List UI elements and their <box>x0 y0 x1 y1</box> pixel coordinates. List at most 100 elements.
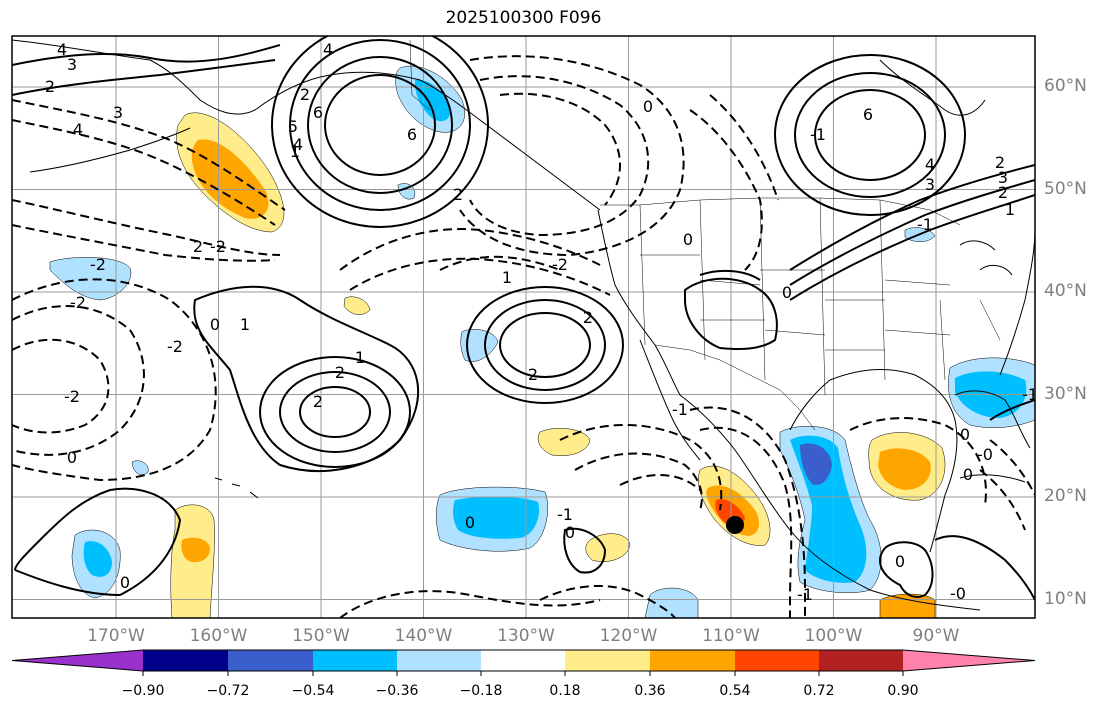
contour-label: 0 <box>960 425 970 444</box>
contour-line-negative <box>689 406 806 618</box>
contour-line-zero <box>934 535 1035 601</box>
positive-anomaly-region <box>181 537 210 563</box>
contour-line-negative <box>349 257 611 296</box>
contour-line-positive <box>699 269 761 281</box>
contour-line-negative <box>459 55 685 257</box>
latitude-label: 50°N <box>1044 178 1087 199</box>
longitude-label: 130°W <box>497 626 555 646</box>
coastline-baja <box>639 339 701 461</box>
contour-label: 4 <box>925 155 935 174</box>
contour-lines-negative <box>12 55 1035 618</box>
negative-anomaly-region <box>131 460 149 475</box>
contour-label: 6 <box>407 125 417 144</box>
contour-line-negative <box>619 474 701 491</box>
longitude-label: 150°W <box>292 626 350 646</box>
border-alaska-canada <box>409 39 431 111</box>
coastline-florida <box>954 390 1031 449</box>
contour-line-positive <box>299 386 371 438</box>
contour-label: -2 <box>70 293 86 312</box>
longitude-label: 90°W <box>912 626 960 646</box>
contour-label: 0 <box>643 97 653 116</box>
contour-line-positive <box>279 371 391 453</box>
colorbar-swatch <box>819 650 903 671</box>
colorbar-swatch <box>313 650 397 671</box>
contour-label: -2 <box>210 237 226 256</box>
contour-line-negative <box>12 99 286 211</box>
contour-label: -2 <box>552 255 568 274</box>
contour-label: -1 <box>672 400 688 419</box>
colorbar-tick-label: 0.18 <box>549 683 581 699</box>
contour-label: 2 <box>583 308 593 327</box>
coastline-gulf <box>789 369 958 553</box>
contour-label: 6 <box>313 103 323 122</box>
latitude-label: 30°N <box>1044 383 1087 404</box>
contour-line-negative <box>559 424 723 511</box>
contour-label: 2 <box>998 183 1008 202</box>
longitude-label: 110°W <box>702 626 760 646</box>
contour-label: 6 <box>863 105 873 124</box>
colorbar-swatch <box>397 650 481 671</box>
negative-anomaly-region <box>83 541 112 577</box>
contour-label: 1 <box>290 142 300 161</box>
colorbar-swatch <box>903 650 1035 671</box>
contour-label: -1 <box>917 215 933 234</box>
contour-label: -0 <box>950 584 966 603</box>
contour-label: 0 <box>963 465 973 484</box>
contour-line-negative <box>469 75 650 237</box>
contour-label: 0 <box>782 283 792 302</box>
contour-label: 2 <box>300 85 310 104</box>
contour-line-positive <box>324 74 436 176</box>
coastline-aleutians <box>29 127 191 173</box>
coastline-cuba <box>959 474 1026 483</box>
colorbar-tick-label: 0.72 <box>803 683 835 699</box>
positive-anomaly-region <box>879 593 936 618</box>
contour-label: 0 <box>120 573 130 592</box>
colorbar-tick-label: −0.90 <box>121 683 165 699</box>
contour-lines <box>12 36 1035 601</box>
contour-label: -2 <box>167 337 183 356</box>
longitude-label: 100°W <box>804 626 863 646</box>
contour-label: 0 <box>67 448 77 467</box>
negative-anomaly-region <box>49 257 132 301</box>
contour-line-negative <box>339 590 601 618</box>
contour-label: -1 <box>810 125 826 144</box>
contour-line-zero <box>879 541 934 598</box>
negative-anomaly-region <box>453 496 540 539</box>
contour-line-positive <box>259 356 411 468</box>
contour-line-zero <box>14 487 182 597</box>
colorbar-tick-label: 0.90 <box>887 683 919 699</box>
contour-label: 3 <box>113 103 123 122</box>
positive-anomaly-region <box>537 428 591 456</box>
contour-label: 0 <box>210 315 220 334</box>
negative-anomaly-region <box>644 587 699 618</box>
contour-label: 0 <box>683 230 693 249</box>
longitude-label: 170°W <box>87 626 145 646</box>
contour-line-zero <box>684 277 778 350</box>
contour-line-positive <box>307 56 453 194</box>
positive-anomaly-region <box>343 296 371 315</box>
contour-label: -1 <box>797 585 813 604</box>
graticule <box>12 36 1035 618</box>
contour-label: -1 <box>557 505 573 524</box>
coastline-mexico-west <box>679 394 981 611</box>
contour-label: -2 <box>64 387 80 406</box>
contour-line-positive <box>989 399 1035 421</box>
positive-anomaly-region <box>878 448 931 490</box>
tropical-cyclone-marker <box>726 516 744 534</box>
contour-line-negative <box>699 426 793 618</box>
contour-label: 1 <box>355 348 365 367</box>
positive-anomaly-region <box>191 139 269 219</box>
latitude-label: 40°N <box>1044 281 1087 301</box>
contour-line-negative <box>574 452 703 511</box>
latitude-label: 10°N <box>1044 588 1087 609</box>
contour-label: 2 <box>45 77 55 96</box>
contour-label: -2 <box>90 255 106 274</box>
contour-label: 4 <box>57 40 67 59</box>
contour-line-negative <box>12 278 217 482</box>
contour-line-positive <box>12 44 281 66</box>
contour-label: 1 <box>1005 200 1015 219</box>
contour-line-positive <box>484 299 606 391</box>
colorbar-swatch <box>12 650 143 671</box>
contour-line-zero <box>563 527 607 574</box>
hudson-bay <box>879 59 986 116</box>
